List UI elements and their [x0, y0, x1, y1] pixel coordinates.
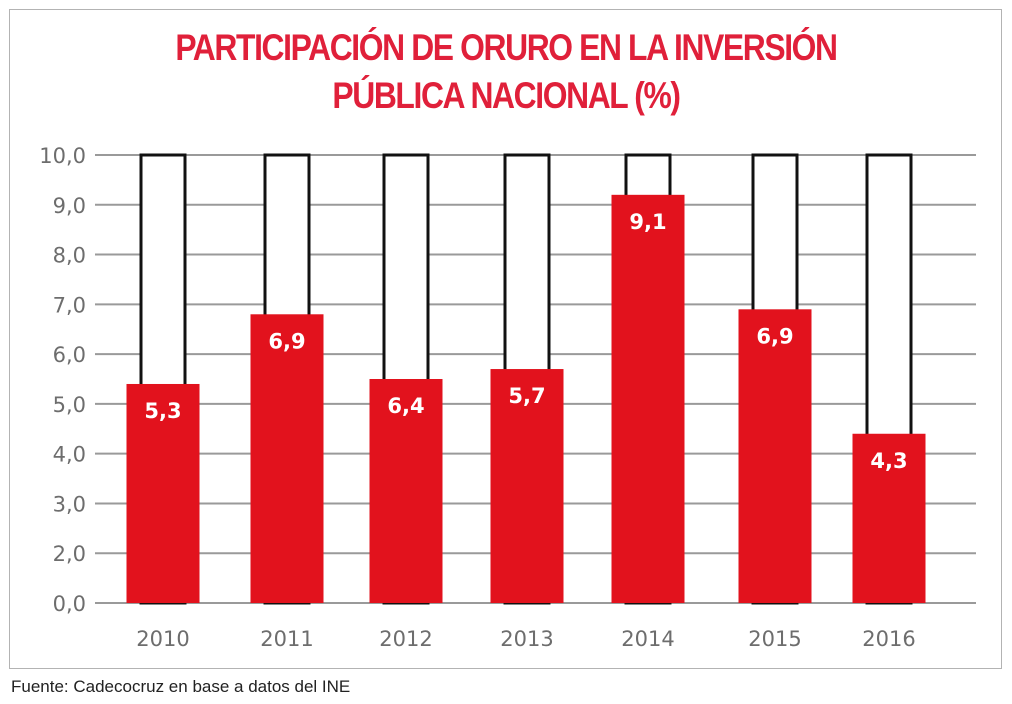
y-tick-label: 6,0 [53, 343, 86, 367]
chart-title: PARTICIPACIÓN DE ORURO EN LA INVERSIÓN P… [71, 24, 941, 120]
bar-2014 [611, 194, 685, 604]
chart-title-line-1: PARTICIPACIÓN DE ORURO EN LA INVERSIÓN [175, 27, 838, 68]
x-tick-label-2014: 2014 [621, 627, 674, 651]
data-label-2011: 6,9 [268, 329, 305, 353]
x-tick-label-2016: 2016 [862, 627, 915, 651]
data-labels: 5,3 6,9 6,4 5,7 9,1 6,9 4,3 [144, 210, 907, 473]
source-note: Fuente: Cadecocruz en base a datos del I… [11, 677, 351, 696]
bar-2015 [738, 309, 812, 603]
y-tick-label: 5,0 [53, 393, 86, 417]
data-label-2010: 5,3 [144, 399, 181, 423]
y-tick-label: 2,0 [53, 542, 86, 566]
bar-2016 [852, 433, 926, 603]
x-tick-label-2015: 2015 [748, 627, 801, 651]
y-tick-label: 9,0 [53, 194, 86, 218]
data-label-2016: 4,3 [870, 449, 907, 473]
y-tick-label: 8,0 [53, 244, 86, 268]
data-label-2013: 5,7 [508, 384, 545, 408]
y-axis-tick-labels: 0,0 2,0 3,0 4,0 5,0 6,0 7,0 8,0 9,0 10,0 [39, 144, 86, 616]
x-tick-label-2010: 2010 [136, 627, 189, 651]
chart-title-line-2: PÚBLICA NACIONAL (%) [332, 75, 681, 116]
bar-2011 [250, 314, 324, 603]
data-label-2015: 6,9 [756, 324, 793, 348]
bar-2012 [369, 379, 443, 603]
x-tick-label-2011: 2011 [260, 627, 313, 651]
bar-2010 [126, 383, 200, 603]
value-bars [126, 194, 926, 604]
y-tick-label: 7,0 [53, 293, 86, 317]
bar-2013 [490, 369, 564, 603]
x-tick-label-2012: 2012 [379, 627, 432, 651]
data-label-2012: 6,4 [387, 394, 424, 418]
x-axis-tick-labels: 2010 2011 2012 2013 2014 2015 2016 [136, 627, 915, 651]
y-tick-label: 4,0 [53, 443, 86, 467]
y-tick-label: 0,0 [53, 592, 86, 616]
y-tick-label: 10,0 [39, 144, 86, 168]
data-label-2014: 9,1 [629, 210, 666, 234]
y-tick-label: 3,0 [53, 492, 86, 516]
x-tick-label-2013: 2013 [500, 627, 553, 651]
